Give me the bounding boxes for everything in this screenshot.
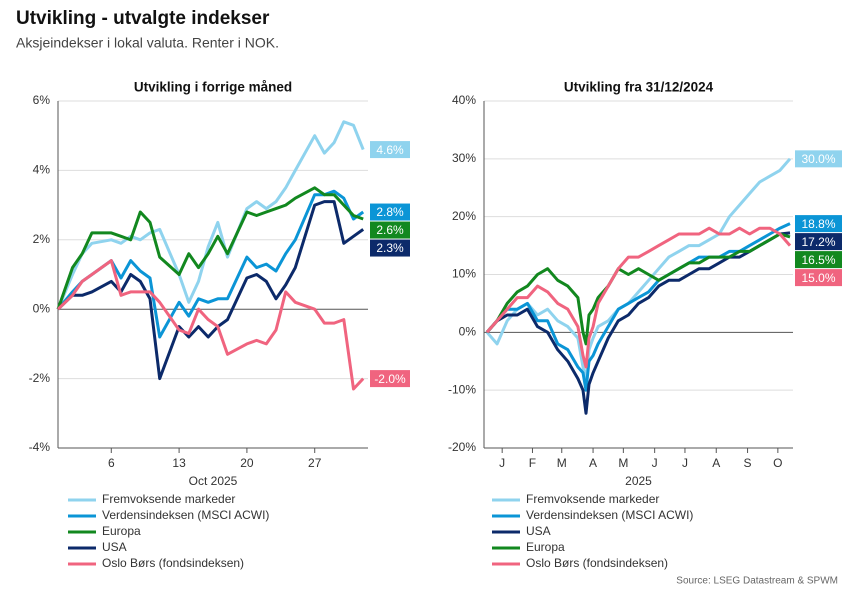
- page-subtitle: Aksjeindekser i lokal valuta. Renter i N…: [16, 35, 279, 51]
- value-label-box: [795, 269, 842, 287]
- x-tick-label: 13: [172, 456, 186, 470]
- series-line: [56, 189, 365, 339]
- series-line: [56, 200, 365, 381]
- series-line: [485, 231, 791, 415]
- value-label-box: [795, 215, 842, 233]
- value-label-box: [370, 221, 410, 239]
- x-tick-label: J: [499, 456, 505, 470]
- chart-title: Utvikling fra 31/12/2024: [564, 80, 714, 95]
- legend-label: Europa: [526, 540, 565, 554]
- y-tick-label: 2%: [33, 232, 51, 246]
- x-tick-label: M: [557, 456, 567, 470]
- y-tick-label: 10%: [452, 267, 476, 281]
- value-label-box: [795, 150, 842, 168]
- y-tick-label: 4%: [33, 163, 51, 177]
- value-label-box: [370, 370, 410, 388]
- x-tick-label: 27: [308, 456, 322, 470]
- page-title: Utvikling - utvalgte indekser: [16, 8, 270, 29]
- series-line: [56, 259, 365, 391]
- legend-label: Europa: [102, 524, 141, 538]
- value-label-box: [795, 233, 842, 251]
- value-label: 16.5%: [801, 253, 835, 267]
- value-label: 17.2%: [801, 235, 835, 249]
- y-tick-label: 6%: [33, 93, 51, 107]
- value-label-box: [795, 251, 842, 269]
- value-label: 2.8%: [376, 205, 404, 219]
- series-line: [56, 120, 365, 310]
- x-tick-label: A: [712, 456, 720, 470]
- legend-label: USA: [102, 540, 127, 554]
- value-label: 30.0%: [801, 152, 835, 166]
- value-label: -2.0%: [374, 372, 406, 386]
- x-tick-label: 20: [240, 456, 254, 470]
- value-label: 15.0%: [801, 271, 835, 285]
- series-line: [485, 226, 792, 369]
- y-tick-label: 30%: [452, 151, 476, 165]
- x-tick-label: F: [529, 456, 536, 470]
- source: Source: LSEG Datastream & SPWM: [676, 576, 838, 587]
- y-tick-label: 0%: [33, 301, 51, 315]
- legend-label: Fremvoksende markeder: [102, 492, 235, 506]
- x-tick-label: A: [589, 456, 597, 470]
- x-tick-label: M: [618, 456, 628, 470]
- x-tick-label: J: [682, 456, 688, 470]
- value-label-box: [370, 239, 410, 257]
- x-axis-label: 2025: [625, 474, 652, 488]
- y-tick-label: -20%: [448, 440, 476, 454]
- series-line: [56, 186, 364, 310]
- x-tick-label: O: [773, 456, 782, 470]
- series-line: [485, 232, 791, 346]
- y-tick-label: 20%: [452, 209, 476, 223]
- y-tick-label: 0%: [459, 325, 477, 339]
- y-tick-label: 40%: [452, 93, 476, 107]
- x-tick-label: J: [652, 456, 658, 470]
- legend-label: Verdensindeksen (MSCI ACWI): [526, 508, 693, 522]
- value-label: 2.3%: [376, 241, 404, 255]
- legend-label: Oslo Børs (fondsindeksen): [526, 556, 668, 570]
- x-tick-label: S: [744, 456, 752, 470]
- legend-label: USA: [526, 524, 551, 538]
- legend-label: Oslo Børs (fondsindeksen): [102, 556, 244, 570]
- value-label-box: [370, 203, 410, 221]
- x-tick-label: 6: [108, 456, 115, 470]
- y-tick-label: -10%: [448, 382, 476, 396]
- chart-title: Utvikling i forrige måned: [134, 80, 292, 95]
- x-axis-label: Oct 2025: [189, 474, 238, 488]
- value-label: 4.6%: [376, 143, 404, 157]
- y-tick-label: -2%: [29, 371, 51, 385]
- value-label: 2.6%: [376, 223, 404, 237]
- legend-label: Verdensindeksen (MSCI ACWI): [102, 508, 269, 522]
- y-tick-label: -4%: [29, 440, 51, 454]
- value-label-box: [370, 141, 410, 159]
- value-label: 18.8%: [801, 217, 835, 231]
- series-line: [485, 222, 791, 392]
- legend-label: Fremvoksende markeder: [526, 492, 659, 506]
